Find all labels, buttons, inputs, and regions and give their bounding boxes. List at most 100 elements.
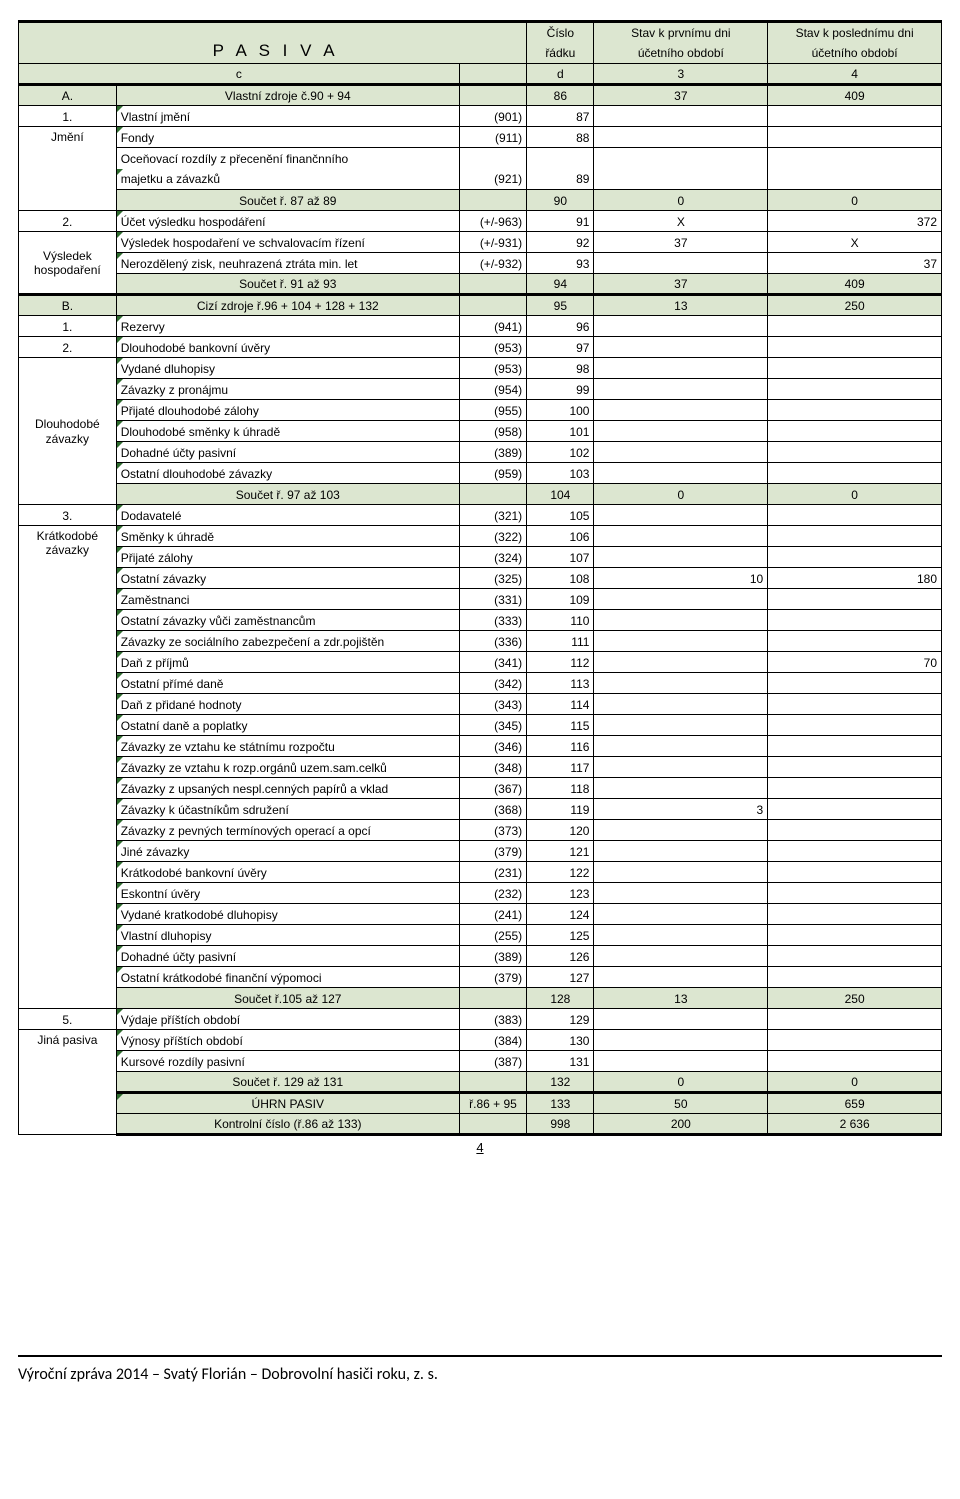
hdr-f-bot: účetního období (768, 43, 942, 64)
row-label: Vydané dluhopisy (116, 358, 459, 379)
row-code: (941) (459, 316, 526, 337)
group-label: B. (19, 295, 117, 316)
row-label: Ostatní daně a poplatky (116, 715, 459, 736)
row-label: Ostatní závazky vůči zaměstnancům (116, 610, 459, 631)
row-d: 112 (527, 652, 594, 673)
row-code: (+/-931) (459, 232, 526, 253)
row-d: 130 (527, 1030, 594, 1051)
row-label: Ostatní dlouhodobé závazky (116, 463, 459, 484)
row-code: (336) (459, 631, 526, 652)
row-label: Dodavatelé (116, 505, 459, 526)
row-e (594, 358, 768, 379)
row-f (768, 715, 942, 736)
row-label: Přijaté dlouhodobé zálohy (116, 400, 459, 421)
row-code: (+/-932) (459, 253, 526, 274)
row-f (768, 169, 942, 190)
row-e (594, 379, 768, 400)
hdr-e-bot: účetního období (594, 43, 768, 64)
row-code: (342) (459, 673, 526, 694)
row-f: X (768, 232, 942, 253)
row-e: 37 (594, 85, 768, 106)
row-d: 125 (527, 925, 594, 946)
row-code: (953) (459, 358, 526, 379)
row-f: 70 (768, 652, 942, 673)
group-label: Dlouhodobé závazky (19, 358, 117, 505)
hdr-d-top: Číslo (527, 22, 594, 43)
row-label: Dlouhodobé směnky k úhradě (116, 421, 459, 442)
row-label: Daň z přidané hodnoty (116, 694, 459, 715)
row-e (594, 505, 768, 526)
group-label: 1. (19, 316, 117, 337)
row-code: (389) (459, 946, 526, 967)
row-d: 998 (527, 1114, 594, 1135)
row-code: (241) (459, 904, 526, 925)
row-e (594, 652, 768, 673)
row-label: Vlastní jmění (116, 106, 459, 127)
row-f: 0 (768, 1072, 942, 1093)
row-f (768, 904, 942, 925)
row-code: (959) (459, 463, 526, 484)
row-e: 13 (594, 295, 768, 316)
row-code: (333) (459, 610, 526, 631)
row-label: Jiné závazky (116, 841, 459, 862)
hdr-c: c (19, 64, 460, 85)
row-code: (322) (459, 526, 526, 547)
row-label: Závazky ze vztahu ke státnímu rozpočtu (116, 736, 459, 757)
row-f (768, 316, 942, 337)
row-d: 106 (527, 526, 594, 547)
row-e (594, 925, 768, 946)
row-e (594, 1009, 768, 1030)
row-f: 180 (768, 568, 942, 589)
page-number: 4 (18, 1140, 942, 1155)
row-e (594, 778, 768, 799)
row-f: 0 (768, 484, 942, 505)
row-e (594, 400, 768, 421)
hdr-f: 4 (768, 64, 942, 85)
group-label: Jmění (19, 127, 117, 211)
row-d: 108 (527, 568, 594, 589)
row-e (594, 547, 768, 568)
row-e (594, 904, 768, 925)
row-e (594, 169, 768, 190)
row-label: Směnky k úhradě (116, 526, 459, 547)
row-label: Součet ř. 87 až 89 (116, 190, 459, 211)
row-label: Dlouhodobé bankovní úvěry (116, 337, 459, 358)
row-e: 13 (594, 988, 768, 1009)
row-label: Kontrolní číslo (ř.86 až 133) (116, 1114, 459, 1135)
row-d: 121 (527, 841, 594, 862)
row-code: (958) (459, 421, 526, 442)
row-e (594, 127, 768, 148)
row-d: 110 (527, 610, 594, 631)
row-code (459, 85, 526, 106)
table-title: P A S I V A (19, 22, 527, 64)
row-d: 107 (527, 547, 594, 568)
row-e (594, 736, 768, 757)
row-label: Cizí zdroje ř.96 + 104 + 128 + 132 (116, 295, 459, 316)
row-e (594, 841, 768, 862)
row-code: ř.86 + 95 (459, 1093, 526, 1114)
row-f (768, 610, 942, 631)
row-d: 97 (527, 337, 594, 358)
row-e: 200 (594, 1114, 768, 1135)
row-e (594, 463, 768, 484)
row-d: 126 (527, 946, 594, 967)
row-f (768, 673, 942, 694)
row-f (768, 778, 942, 799)
row-code: (921) (459, 169, 526, 190)
row-f (768, 925, 942, 946)
row-d: 133 (527, 1093, 594, 1114)
row-d: 116 (527, 736, 594, 757)
row-code: (231) (459, 862, 526, 883)
row-code: (953) (459, 337, 526, 358)
row-d: 90 (527, 190, 594, 211)
hdr-d: d (527, 64, 594, 85)
row-d: 92 (527, 232, 594, 253)
hdr-e: 3 (594, 64, 768, 85)
row-code: (325) (459, 568, 526, 589)
row-e (594, 820, 768, 841)
row-d: 98 (527, 358, 594, 379)
row-e (594, 442, 768, 463)
row-e (594, 526, 768, 547)
row-d: 119 (527, 799, 594, 820)
row-f: 0 (768, 190, 942, 211)
